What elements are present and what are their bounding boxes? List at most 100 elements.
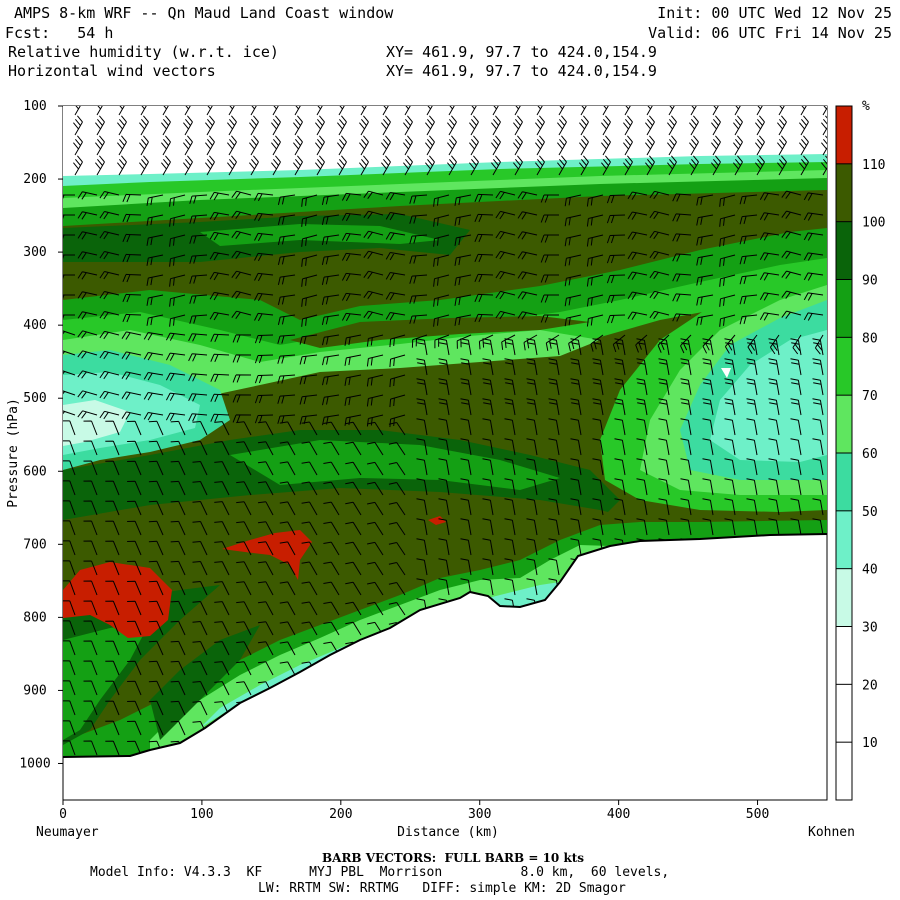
wind-barb <box>672 293 692 302</box>
wind-barb <box>249 155 259 176</box>
wind-barb <box>63 480 76 496</box>
wind-barb <box>790 418 802 436</box>
wind-barb <box>279 441 296 456</box>
wind-barb <box>658 458 670 476</box>
wind-barb <box>236 481 252 496</box>
wind-barb <box>627 211 648 220</box>
wind-barb <box>99 350 120 360</box>
wind-barb <box>517 251 538 260</box>
wind-barb <box>482 518 494 536</box>
wind-barb <box>254 212 274 222</box>
wind-barb <box>517 211 538 220</box>
barb-legend: BARB VECTORS: FULL BARB = 10 kts <box>322 851 585 865</box>
colorbar-label: 80 <box>862 331 878 346</box>
wind-barb <box>122 233 142 243</box>
wind-barb <box>702 438 714 456</box>
wind-barb <box>812 498 824 516</box>
wind-barb <box>592 518 604 536</box>
wind-barb <box>143 412 164 421</box>
wind-barb <box>345 501 362 516</box>
wind-barb <box>526 578 538 596</box>
wind-barb <box>526 358 538 376</box>
wind-barb <box>454 254 472 266</box>
wind-barb <box>323 461 340 476</box>
wind-barb <box>454 274 472 286</box>
wind-barb <box>495 230 516 240</box>
wind-barb <box>214 481 230 496</box>
wind-barb <box>460 518 472 536</box>
wind-barb <box>460 398 472 416</box>
wind-barb <box>759 292 780 301</box>
wind-barb <box>161 115 171 136</box>
wind-barb <box>301 314 318 327</box>
wind-barb <box>526 538 538 556</box>
wind-barb <box>460 358 472 376</box>
colorbar-label: 110 <box>862 158 885 173</box>
wind-barb <box>277 394 296 404</box>
wind-barb <box>293 115 303 136</box>
wind-barb <box>672 233 692 242</box>
wind-barb <box>105 580 120 596</box>
wind-barb <box>366 334 384 347</box>
wind-barb <box>790 518 802 536</box>
wind-barb <box>586 214 604 227</box>
y-tick-label: 300 <box>23 245 46 260</box>
x-start-label: Neumayer <box>36 825 99 840</box>
wind-barb <box>254 232 274 242</box>
wind-barb <box>438 518 450 536</box>
wind-barb <box>460 418 472 436</box>
colorbar-label: 40 <box>862 563 878 578</box>
wind-barb <box>460 458 472 476</box>
wind-barb <box>409 294 428 304</box>
wind-barb <box>526 518 538 536</box>
wind-barb <box>719 234 736 247</box>
wind-barb <box>790 338 802 356</box>
y-tick-label: 600 <box>23 464 46 479</box>
wind-barb <box>189 294 208 304</box>
wind-barb <box>257 481 274 496</box>
wind-barb <box>790 438 802 456</box>
wind-barb <box>696 214 714 226</box>
wind-barb <box>105 560 120 576</box>
wind-barb <box>63 440 76 456</box>
wind-barb <box>409 314 428 324</box>
wind-barb <box>301 561 318 576</box>
wind-barb <box>790 358 802 376</box>
wind-barb <box>321 314 340 326</box>
wind-barb <box>535 155 545 176</box>
wind-barb <box>447 155 457 176</box>
wind-barb <box>341 212 362 222</box>
wind-barb <box>63 254 75 263</box>
wind-barb <box>557 155 567 176</box>
wind-barb <box>385 312 406 321</box>
wind-barb <box>812 478 824 496</box>
wind-barb <box>143 392 164 401</box>
wind-barb <box>189 254 208 264</box>
wind-barb <box>447 115 457 136</box>
y-tick-label: 700 <box>23 537 46 552</box>
wind-barb <box>409 254 428 264</box>
wind-barb <box>739 294 758 305</box>
wind-barb <box>301 501 318 516</box>
wind-barb <box>385 272 406 281</box>
wind-barb <box>768 438 780 456</box>
wind-barb <box>768 358 780 376</box>
wind-barb <box>388 522 406 536</box>
wind-barb <box>649 230 670 240</box>
wind-barb <box>188 353 208 362</box>
wind-barb <box>535 106 545 116</box>
wind-barb <box>73 115 83 136</box>
wind-barb <box>121 331 142 340</box>
wind-barb <box>381 135 391 156</box>
wind-barb <box>227 115 237 136</box>
wind-barb <box>170 540 186 556</box>
wind-barb <box>63 329 76 338</box>
wind-barb <box>169 294 186 307</box>
wind-barb <box>636 498 648 516</box>
wind-barb <box>495 210 516 220</box>
wind-barb <box>777 106 787 116</box>
wind-barb <box>672 213 692 222</box>
wind-barb <box>63 409 76 418</box>
wind-barb <box>257 461 274 476</box>
wind-barb <box>535 135 545 156</box>
